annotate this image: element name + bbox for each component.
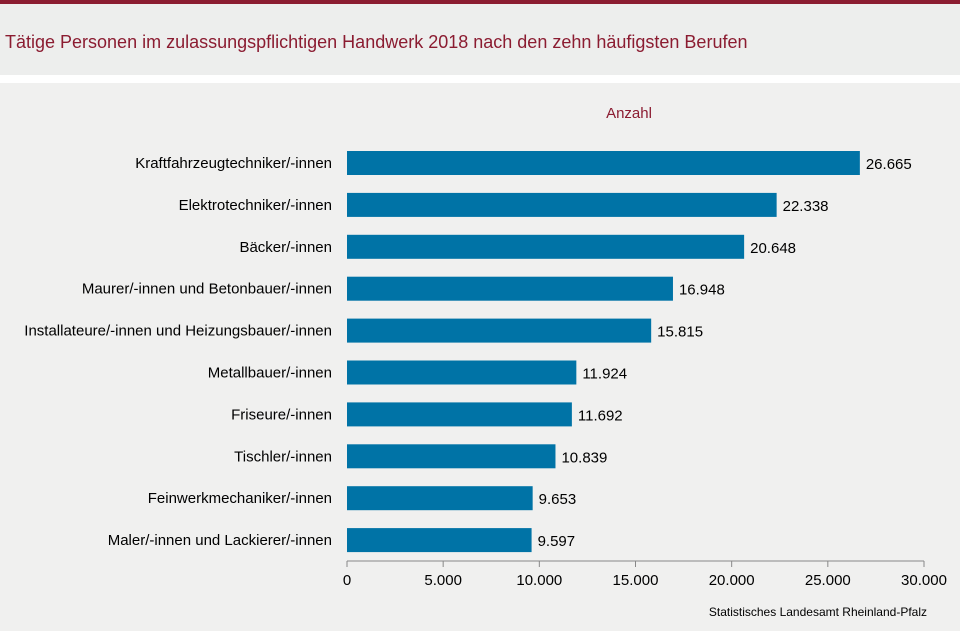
x-tick-label: 30.000	[901, 572, 947, 589]
top-accent-bar	[0, 0, 960, 4]
x-tick-label: 10.000	[516, 572, 562, 589]
category-label: Tischler/-innen	[234, 448, 332, 465]
data-label: 26.665	[866, 156, 912, 173]
category-label: Maler/-innen und Lackierer/-innen	[108, 532, 332, 549]
data-label: 9.653	[539, 491, 577, 508]
bar	[347, 234, 745, 259]
bar	[347, 402, 572, 427]
bar	[347, 318, 652, 343]
data-label: 16.948	[679, 282, 725, 299]
chart-header: Tätige Personen im zulassungspflichtigen…	[0, 4, 960, 75]
bar	[347, 444, 556, 469]
data-label: 9.597	[538, 533, 576, 550]
x-tick-label: 0	[343, 572, 351, 589]
bar	[347, 151, 860, 175]
bar	[347, 360, 577, 385]
category-label: Feinwerkmechaniker/-innen	[148, 490, 332, 507]
x-tick-label: 25.000	[805, 572, 851, 589]
data-label: 15.815	[657, 324, 703, 341]
category-label: Metallbauer/-innen	[208, 365, 332, 382]
axis-label: Anzahl	[606, 105, 652, 122]
data-label: 22.338	[783, 198, 829, 215]
x-tick-label: 20.000	[709, 572, 755, 589]
chart-title: Tätige Personen im zulassungspflichtigen…	[5, 32, 748, 52]
data-label: 10.839	[561, 449, 607, 466]
data-label: 11.924	[582, 366, 627, 383]
category-label: Installateure/-innen und Heizungsbauer/-…	[24, 323, 332, 340]
category-label: Kraftfahrzeugtechniker/-innen	[135, 155, 332, 172]
category-label: Maurer/-innen und Betonbauer/-innen	[82, 281, 332, 298]
bar	[347, 528, 532, 553]
data-label: 20.648	[750, 240, 796, 257]
data-label: 11.692	[578, 407, 623, 424]
bar	[347, 192, 777, 217]
bar	[347, 276, 673, 301]
category-label: Bäcker/-innen	[239, 239, 332, 256]
x-tick-label: 15.000	[613, 572, 659, 589]
category-label: Friseure/-innen	[231, 406, 332, 423]
x-tick-label: 5.000	[424, 572, 462, 589]
bar	[347, 486, 533, 511]
category-label: Elektrotechniker/-innen	[179, 197, 332, 214]
source-note: Statistisches Landesamt Rheinland-Pfalz	[709, 605, 927, 619]
